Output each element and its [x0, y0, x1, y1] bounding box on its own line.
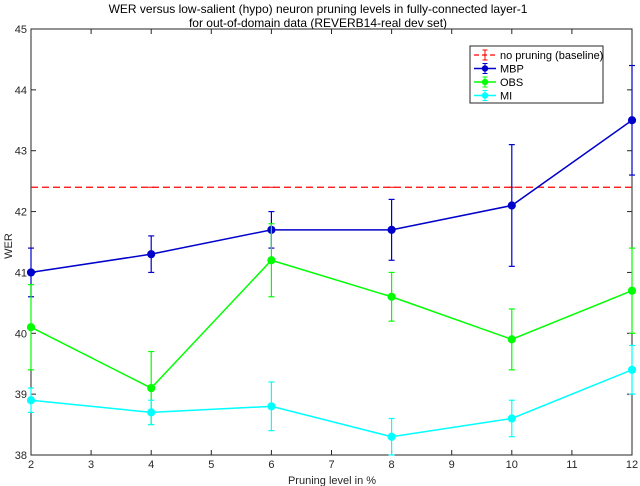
series-line-mbp — [30, 119, 633, 274]
data-point-mbp — [627, 116, 637, 125]
data-point-mbp — [147, 250, 156, 259]
data-point-mi — [507, 414, 516, 423]
x-tick-label: 12 — [626, 459, 638, 471]
x-tick-label: 8 — [389, 459, 395, 471]
y-tick-label: 44 — [15, 85, 27, 97]
legend-label-obs: OBS — [500, 77, 523, 89]
y-tick-label: 42 — [15, 207, 27, 219]
x-tick-label: 4 — [148, 459, 154, 471]
legend-label-mi: MI — [500, 91, 512, 103]
data-point-mi — [147, 408, 156, 417]
series-line-obs — [30, 259, 633, 389]
y-tick-label: 43 — [15, 146, 27, 158]
x-tick-label: 7 — [328, 459, 334, 471]
data-point-mi — [627, 365, 637, 374]
legend-dot-mi — [481, 92, 489, 99]
x-tick-label: 10 — [506, 459, 518, 471]
x-axis-label: Pruning level in % — [288, 475, 376, 486]
x-tick-label: 3 — [88, 459, 94, 471]
data-point-mi — [267, 402, 276, 411]
chart-title: WER versus low-salient (hypo) neuron pru… — [109, 2, 528, 16]
y-tick-label: 38 — [15, 450, 27, 462]
series-line-mi — [30, 369, 633, 438]
data-point-obs — [507, 335, 516, 344]
x-tick-label: 9 — [449, 459, 455, 471]
chart-subtitle: for out-of-domain data (REVERB14-real de… — [189, 16, 447, 30]
data-point-obs — [147, 383, 156, 393]
data-point-mi — [387, 432, 396, 441]
data-point-mbp — [507, 201, 516, 210]
legend-dot-mbp — [481, 65, 489, 72]
data-point-obs — [26, 323, 36, 332]
x-tick-label: 5 — [208, 459, 214, 471]
x-tick-label: 2 — [28, 459, 34, 471]
x-tick-label: 6 — [268, 459, 274, 471]
y-tick-label: 39 — [15, 389, 27, 401]
data-point-obs — [267, 256, 276, 265]
legend-label-no-pruning-baseline: no pruning (baseline) — [500, 50, 603, 62]
data-point-obs — [627, 286, 637, 295]
legend-label-mbp: MBP — [500, 64, 524, 76]
y-tick-label: 45 — [15, 24, 27, 36]
legend-dot-obs — [481, 78, 489, 86]
data-point-obs — [387, 292, 396, 301]
y-tick-label: 41 — [15, 267, 27, 279]
data-point-mbp — [387, 225, 396, 234]
data-point-mbp — [26, 268, 36, 277]
x-tick-label: 11 — [566, 459, 577, 471]
y-axis-label: WER — [3, 233, 15, 259]
data-point-mi — [26, 396, 36, 405]
y-tick-label: 40 — [15, 328, 27, 340]
